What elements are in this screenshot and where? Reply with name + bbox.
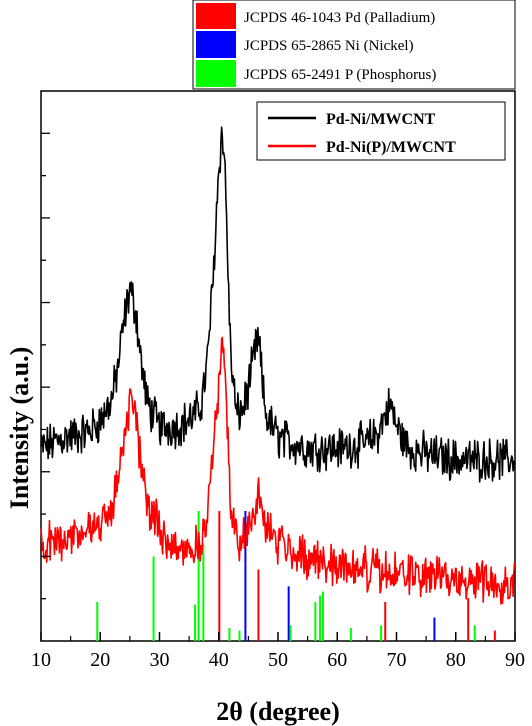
x-tick-label: 60	[327, 649, 347, 671]
x-axis-ticks: 10 20 30 40 50 60 70 80 90	[31, 632, 525, 671]
series-line-pd-ni-p	[40, 336, 516, 605]
y-axis-ticks	[41, 132, 50, 600]
x-tick-label: 90	[505, 649, 525, 671]
x-tick-label: 20	[90, 649, 110, 671]
series-line-pd-ni	[40, 126, 516, 483]
data-series	[40, 126, 516, 605]
series-legend-frame	[256, 101, 506, 161]
series-legend-label-pd-ni-p: Pd-Ni(P)/MWCNT	[326, 139, 456, 156]
series-legend: Pd-Ni/MWCNT Pd-Ni(P)/MWCNT	[256, 101, 506, 161]
series-legend-label-pd-ni: Pd-Ni/MWCNT	[326, 111, 436, 128]
reference-legend-label-pd: JCPDS 46-1043 Pd (Palladium)	[244, 10, 435, 26]
x-tick-label: 80	[446, 649, 466, 671]
reference-legend-frame	[192, 0, 516, 90]
reference-legend-swatch-pd	[196, 3, 236, 29]
reference-legend-swatch-ni	[196, 31, 236, 58]
x-tick-label: 30	[150, 649, 170, 671]
reference-legend: JCPDS 46-1043 Pd (Palladium) JCPDS 65-28…	[192, 0, 516, 90]
x-tick-label: 50	[268, 649, 288, 671]
reference-legend-swatch-p	[196, 60, 236, 87]
x-tick-label: 70	[387, 649, 407, 671]
x-tick-label: 10	[31, 649, 51, 671]
reference-legend-label-ni: JCPDS 65-2865 Ni (Nickel)	[244, 38, 414, 54]
y-axis-title: Intensity (a.u.)	[5, 347, 34, 510]
reference-legend-label-p: JCPDS 65-2491 P (Phosphorus)	[244, 67, 436, 83]
x-axis-title: 2θ (degree)	[216, 697, 340, 726]
x-tick-label: 40	[209, 649, 229, 671]
